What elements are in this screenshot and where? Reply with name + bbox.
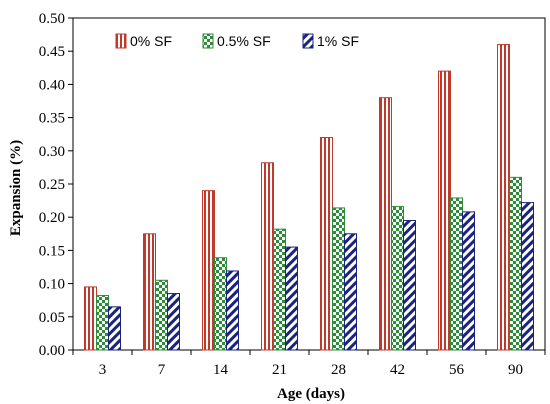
bar-1-sf-day-42 [403,220,416,351]
x-tick-label: 21 [272,362,287,378]
bar-0-sf-day-42 [379,97,392,351]
bar-0-5-sf-day-56 [450,197,463,351]
y-tick-label: 0.05 [39,310,65,326]
bar-0-sf-day-56 [438,70,451,351]
y-axis-ticks: 0.00 0.05 0.10 0.15 0.20 0.25 0.30 0.35 0.40 0.45… [39,11,73,359]
y-tick-label: 0.30 [39,144,65,160]
bar-0-5-sf-day-28 [332,207,345,351]
bar-0-5-sf-day-3 [96,295,109,351]
y-tick-label: 0.40 [39,77,65,93]
x-tick-label: 7 [158,362,166,378]
bar-1-sf-day-21 [285,246,298,351]
legend-label-05pct-sf: 0.5% SF [217,33,271,49]
x-axis-title: Age (days) [277,386,345,402]
bar-1-sf-day-3 [108,306,121,351]
y-tick-label: 0.35 [39,111,65,127]
bar-1-sf-day-7 [167,293,180,351]
y-tick-label: 0.00 [39,343,65,359]
bar-1-sf-day-28 [344,233,357,351]
y-tick-label: 0.50 [39,11,65,27]
bar-0-5-sf-day-90 [509,176,522,351]
bar-0-5-sf-day-7 [155,279,168,351]
bar-0-sf-day-14 [202,190,215,351]
legend-swatch-1pct-sf [302,33,314,49]
y-tick-label: 0.15 [39,243,65,259]
bar-0-sf-day-3 [84,286,97,351]
bar-0-5-sf-day-42 [391,206,404,351]
bar-0-5-sf-day-14 [214,257,227,351]
x-tick-label: 56 [449,362,465,378]
legend-label-1pct-sf: 1% SF [317,33,359,49]
y-axis-title: Expansion (%) [8,140,24,236]
x-tick-label: 3 [99,362,107,378]
legend-swatch-05pct-sf [202,33,214,49]
bars [84,44,534,351]
x-tick-label: 28 [331,362,346,378]
bar-1-sf-day-56 [462,211,475,351]
bar-0-sf-day-21 [261,162,274,351]
y-tick-label: 0.20 [39,210,65,226]
legend-swatch-0pct-sf [115,33,127,49]
bar-0-5-sf-day-21 [273,228,286,351]
x-tick-label: 42 [390,362,405,378]
legend: 0% SF 0.5% SF 1% SF [115,33,359,49]
bar-1-sf-day-14 [226,270,239,351]
x-axis-ticks: 3 7 14 21 28 42 56 90 [72,350,546,378]
y-tick-label: 0.25 [39,177,65,193]
x-tick-label: 14 [213,362,229,378]
bar-0-sf-day-28 [320,137,333,351]
legend-label-0pct-sf: 0% SF [130,33,172,49]
x-tick-label: 90 [508,362,523,378]
bar-0-sf-day-7 [143,233,156,351]
bar-1-sf-day-90 [521,202,534,351]
y-tick-label: 0.10 [39,277,65,293]
bar-0-sf-day-90 [497,44,510,351]
y-tick-label: 0.45 [39,44,65,60]
